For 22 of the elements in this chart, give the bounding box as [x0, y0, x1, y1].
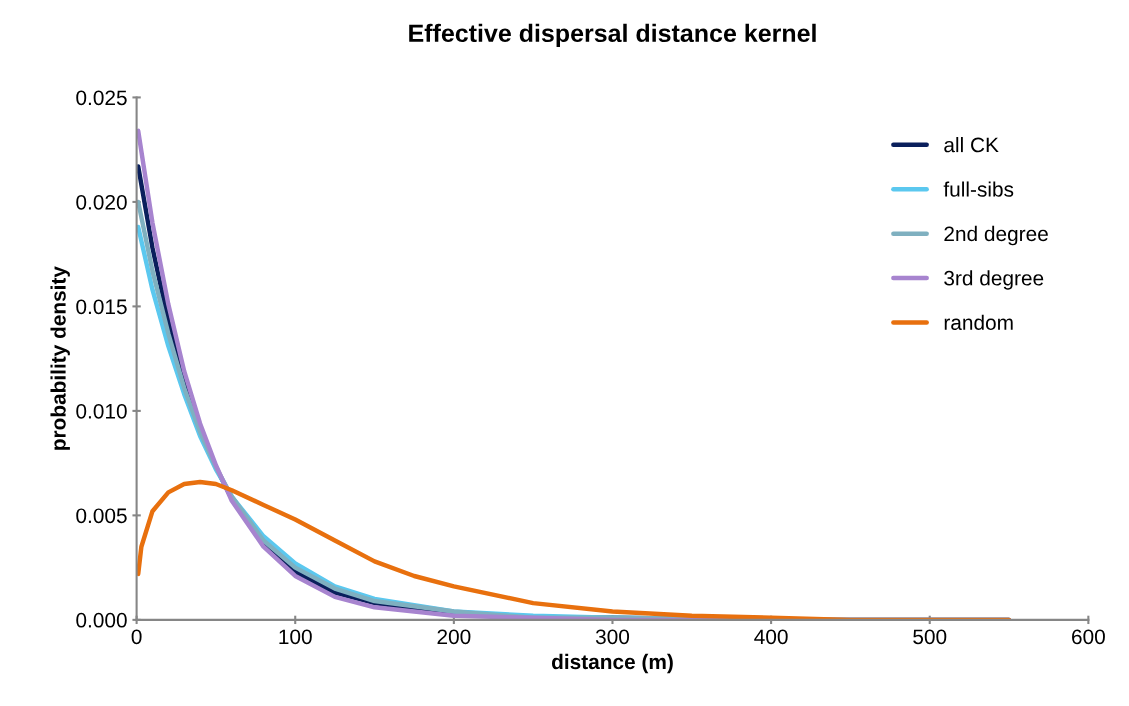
x-tick-label: 300 [595, 629, 630, 645]
legend-label: 2nd degree [944, 225, 1048, 246]
x-axis-title: distance (m) [551, 653, 673, 674]
x-tick-label: 0 [131, 629, 142, 645]
legend-label: 3rd degree [944, 270, 1044, 290]
y-tick-label: 0.015 [76, 299, 127, 315]
y-tick-label: 0.000 [76, 612, 127, 628]
x-tick-label: 100 [279, 629, 312, 645]
legend-label: full-sibs [943, 181, 1014, 197]
x-tick-label: 500 [913, 629, 947, 645]
y-tick-label: 0.005 [76, 508, 127, 524]
y-tick-label: 0.020 [76, 194, 127, 210]
legend-label: all CK [944, 137, 999, 153]
line-series [136, 479, 1012, 620]
x-tick-label: 200 [437, 629, 471, 645]
y-tick-label: 0.025 [76, 90, 127, 106]
x-tick-label: 400 [754, 629, 788, 645]
y-axis-title: probability density [50, 266, 70, 450]
legend-label: random [944, 314, 1013, 330]
x-tick-label: 600 [1072, 629, 1105, 645]
chart-title: Effective dispersal distance kernel [409, 23, 816, 48]
y-tick-label: 0.010 [76, 403, 127, 419]
